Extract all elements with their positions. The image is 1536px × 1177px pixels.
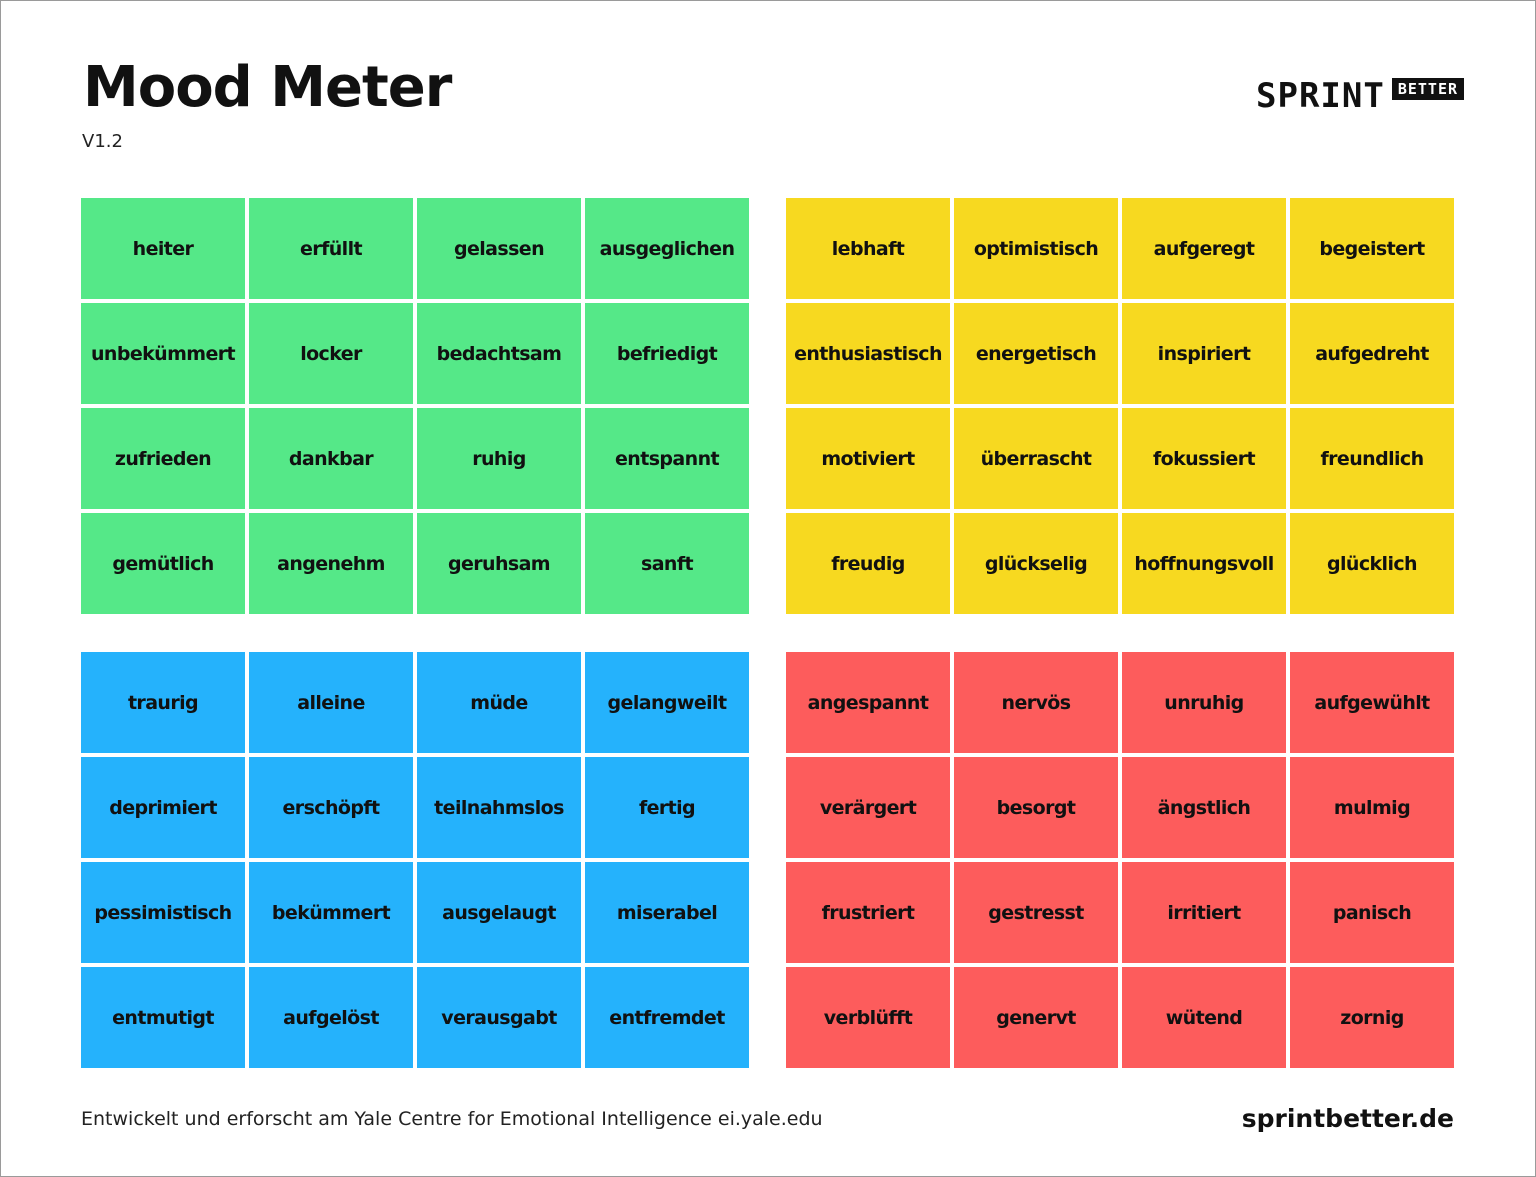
mood-word-cell: müde — [417, 652, 581, 753]
mood-word-cell: verausgabt — [417, 967, 581, 1068]
footer-website: sprintbetter.de — [1241, 1104, 1454, 1133]
mood-word-cell: verblüfft — [786, 967, 950, 1068]
mood-word-cell: verärgert — [786, 757, 950, 858]
mood-word-cell: alleine — [249, 652, 413, 753]
mood-word-cell: erfüllt — [249, 198, 413, 299]
mood-word-cell: zornig — [1290, 967, 1454, 1068]
mood-word-cell: fokussiert — [1122, 408, 1286, 509]
mood-word-cell: besorgt — [954, 757, 1118, 858]
mood-word-cell: entfremdet — [585, 967, 749, 1068]
sprintbetter-logo: SPRINT BETTER — [1256, 76, 1465, 116]
mood-word-cell: aufgelöst — [249, 967, 413, 1068]
mood-word-cell: geruhsam — [417, 513, 581, 614]
mood-word-cell: gelangweilt — [585, 652, 749, 753]
mood-word-cell: glückselig — [954, 513, 1118, 614]
mood-word-cell: irritiert — [1122, 862, 1286, 963]
mood-word-cell: sanft — [585, 513, 749, 614]
mood-word-cell: energetisch — [954, 303, 1118, 404]
mood-word-cell: teilnahmslos — [417, 757, 581, 858]
mood-word-cell: wütend — [1122, 967, 1286, 1068]
mood-word-cell: glücklich — [1290, 513, 1454, 614]
mood-word-cell: erschöpft — [249, 757, 413, 858]
mood-word-cell: aufgewühlt — [1290, 652, 1454, 753]
mood-word-cell: entspannt — [585, 408, 749, 509]
mood-word-cell: freundlich — [1290, 408, 1454, 509]
quadrant-yellow: lebhaft optimistisch aufgeregt begeistert en… — [786, 198, 1456, 616]
mood-word-cell: aufgeregt — [1122, 198, 1286, 299]
mood-word-cell: panisch — [1290, 862, 1454, 963]
mood-word-cell: pessimistisch — [81, 862, 245, 963]
mood-word-cell: hoffnungsvoll — [1122, 513, 1286, 614]
mood-word-cell: befriedigt — [585, 303, 749, 404]
mood-word-cell: begeistert — [1290, 198, 1454, 299]
mood-word-cell: fertig — [585, 757, 749, 858]
mood-word-cell: frustriert — [786, 862, 950, 963]
mood-word-cell: deprimiert — [81, 757, 245, 858]
logo-better-badge: BETTER — [1391, 78, 1465, 100]
page-title: Mood Meter — [83, 55, 452, 120]
mood-word-cell: motiviert — [786, 408, 950, 509]
mood-word-cell: enthusiastisch — [786, 303, 950, 404]
mood-word-cell: gestresst — [954, 862, 1118, 963]
mood-word-cell: ängstlich — [1122, 757, 1286, 858]
mood-word-cell: ruhig — [417, 408, 581, 509]
mood-word-cell: entmutigt — [81, 967, 245, 1068]
footer-credit: Entwickelt und erforscht am Yale Centre … — [81, 1108, 823, 1130]
mood-word-cell: unbekümmert — [81, 303, 245, 404]
mood-word-cell: miserabel — [585, 862, 749, 963]
version-label: V1.2 — [82, 131, 123, 152]
mood-word-cell: dankbar — [249, 408, 413, 509]
mood-word-cell: überrascht — [954, 408, 1118, 509]
mood-word-cell: nervös — [954, 652, 1118, 753]
mood-word-cell: lebhaft — [786, 198, 950, 299]
mood-word-cell: angenehm — [249, 513, 413, 614]
mood-word-cell: gelassen — [417, 198, 581, 299]
mood-word-cell: gemütlich — [81, 513, 245, 614]
mood-word-cell: unruhig — [1122, 652, 1286, 753]
mood-word-cell: inspiriert — [1122, 303, 1286, 404]
mood-word-cell: genervt — [954, 967, 1118, 1068]
mood-word-cell: locker — [249, 303, 413, 404]
mood-word-cell: angespannt — [786, 652, 950, 753]
logo-sprint-text: SPRINT — [1256, 76, 1385, 116]
mood-word-cell: ausgeglichen — [585, 198, 749, 299]
quadrant-blue: traurig alleine müde gelangweilt deprimiert e… — [81, 652, 751, 1070]
quadrant-red: angespannt nervös unruhig aufgewühlt verärge… — [786, 652, 1456, 1070]
mood-word-cell: aufgedreht — [1290, 303, 1454, 404]
mood-word-cell: bedachtsam — [417, 303, 581, 404]
mood-word-cell: optimistisch — [954, 198, 1118, 299]
mood-word-cell: ausgelaugt — [417, 862, 581, 963]
quadrant-green: heiter erfüllt gelassen ausgeglichen unbeküm… — [81, 198, 751, 616]
mood-word-cell: bekümmert — [249, 862, 413, 963]
mood-word-cell: traurig — [81, 652, 245, 753]
mood-word-cell: zufrieden — [81, 408, 245, 509]
mood-word-cell: mulmig — [1290, 757, 1454, 858]
mood-word-cell: heiter — [81, 198, 245, 299]
mood-word-cell: freudig — [786, 513, 950, 614]
